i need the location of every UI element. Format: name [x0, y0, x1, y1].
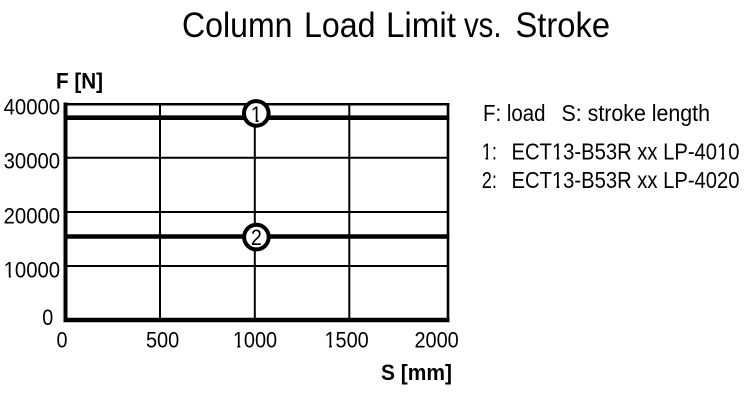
- svg-text:vs.: vs.: [464, 6, 502, 45]
- svg-text:10000: 10000: [4, 258, 61, 283]
- svg-text:Load: Load: [304, 6, 376, 45]
- svg-text:2:: 2:: [482, 167, 497, 193]
- svg-text:1000: 1000: [233, 328, 277, 353]
- svg-text:S: stroke length: S: stroke length: [562, 100, 711, 126]
- svg-text:Column: Column: [182, 6, 293, 45]
- svg-text:1500: 1500: [324, 328, 368, 353]
- svg-text:30000: 30000: [4, 149, 61, 174]
- svg-text:40000: 40000: [4, 95, 61, 120]
- svg-text:2: 2: [251, 225, 262, 250]
- svg-text:ECT13-B53R xx LP-4010: ECT13-B53R xx LP-4010: [512, 139, 740, 165]
- svg-text:S [mm]: S [mm]: [381, 360, 452, 385]
- svg-text:Stroke: Stroke: [516, 6, 611, 45]
- svg-text:Limit: Limit: [386, 6, 456, 45]
- svg-text:1: 1: [251, 102, 262, 127]
- svg-text:F: load: F: load: [483, 100, 546, 126]
- svg-text:ECT13-B53R xx LP-4020: ECT13-B53R xx LP-4020: [512, 167, 740, 193]
- svg-text:2000: 2000: [414, 328, 458, 353]
- svg-text:500: 500: [146, 328, 179, 353]
- svg-text:20000: 20000: [4, 204, 61, 229]
- svg-text:F [N]: F [N]: [56, 68, 103, 93]
- svg-text:1:: 1:: [482, 139, 497, 165]
- svg-text:0: 0: [42, 305, 53, 330]
- svg-text:0: 0: [57, 328, 68, 353]
